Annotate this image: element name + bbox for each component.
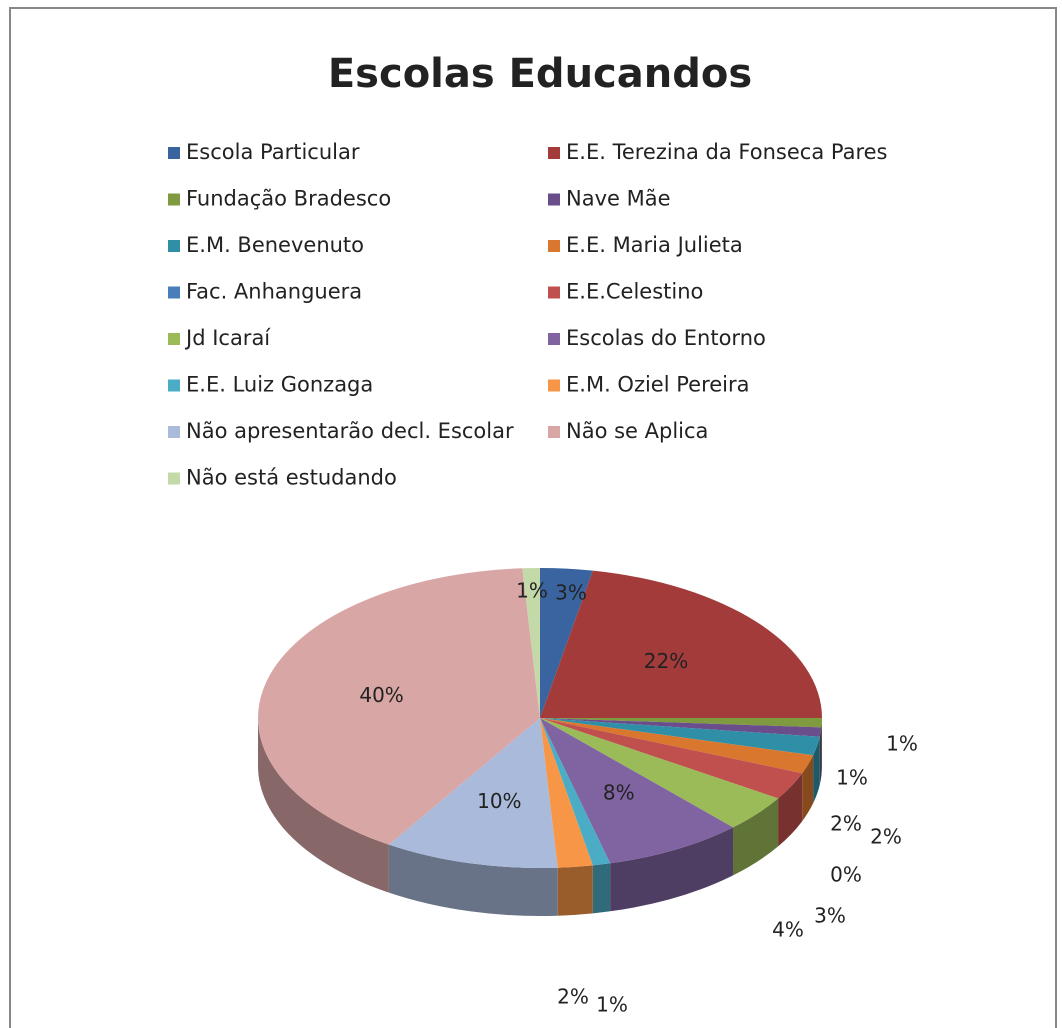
data-label: 2% bbox=[870, 825, 902, 849]
slice bbox=[540, 718, 820, 756]
data-label: 1% bbox=[516, 579, 548, 603]
slice-side bbox=[813, 736, 820, 804]
data-label: 1% bbox=[596, 993, 628, 1017]
slice bbox=[540, 718, 822, 737]
legend-label: Jd Icaraí bbox=[184, 326, 271, 350]
slice-side bbox=[592, 863, 611, 914]
slice bbox=[540, 718, 823, 728]
data-label: 1% bbox=[886, 732, 918, 756]
slice-side bbox=[258, 718, 389, 893]
slice-side bbox=[802, 755, 814, 822]
legend-label: E.M. Benevenuto bbox=[186, 233, 364, 257]
data-label: 0% bbox=[830, 863, 862, 887]
legend-label: Nave Mãe bbox=[566, 187, 671, 211]
legend-label: E.E. Luiz Gonzaga bbox=[186, 373, 373, 397]
slice-side bbox=[733, 798, 779, 876]
data-label: 3% bbox=[555, 581, 587, 605]
slice bbox=[540, 718, 734, 864]
slice bbox=[540, 718, 814, 774]
slice-side bbox=[821, 718, 823, 776]
legend-swatch bbox=[548, 240, 560, 252]
slice bbox=[540, 718, 803, 799]
legend-swatch bbox=[168, 426, 180, 438]
data-label: 40% bbox=[359, 683, 403, 707]
legend-label: Não está estudando bbox=[186, 466, 397, 490]
legend-swatch bbox=[548, 379, 560, 392]
legend-label: E.E. Maria Julieta bbox=[566, 233, 743, 257]
legend-label: Escola Particular bbox=[186, 140, 360, 164]
data-label: 4% bbox=[772, 918, 804, 942]
legend-label: Fac. Anhanguera bbox=[186, 280, 362, 304]
legend-label: E.E. Terezina da Fonseca Pares bbox=[566, 140, 887, 164]
legend-swatch bbox=[548, 333, 560, 345]
legend-label: Fundação Bradesco bbox=[186, 187, 391, 211]
legend-swatch bbox=[168, 240, 180, 252]
legend-label: E.E.Celestino bbox=[566, 280, 703, 304]
data-label: 3% bbox=[814, 904, 846, 928]
legend-label: Escolas do Entorno bbox=[566, 326, 766, 350]
slice bbox=[540, 718, 611, 866]
chart-title: Escolas Educandos bbox=[328, 51, 752, 97]
slice bbox=[540, 570, 822, 718]
legend-swatch bbox=[168, 286, 180, 299]
legend-swatch bbox=[168, 193, 180, 206]
slice bbox=[258, 568, 540, 845]
legend-swatch bbox=[168, 379, 180, 392]
slice bbox=[388, 718, 558, 868]
data-label: 22% bbox=[644, 649, 688, 673]
legend-swatch bbox=[548, 147, 560, 159]
slice bbox=[522, 568, 540, 718]
data-label: 2% bbox=[830, 812, 862, 836]
legend-swatch bbox=[168, 147, 180, 159]
legend-swatch bbox=[548, 286, 560, 299]
slice bbox=[540, 568, 593, 718]
slice-side bbox=[778, 773, 803, 847]
legend-label: Não apresentarão decl. Escolar bbox=[186, 419, 514, 443]
slice bbox=[540, 718, 593, 868]
data-label: 2% bbox=[557, 985, 589, 1009]
data-label: 10% bbox=[477, 789, 521, 813]
data-label: 8% bbox=[603, 781, 635, 805]
slice bbox=[540, 718, 779, 828]
slice-side bbox=[610, 827, 734, 912]
slice-side bbox=[819, 727, 822, 785]
legend-label: Não se Aplica bbox=[566, 419, 708, 443]
legend-swatch bbox=[548, 426, 560, 438]
legend-label: E.M. Oziel Pereira bbox=[566, 373, 750, 397]
data-label: 1% bbox=[836, 766, 868, 790]
slice-side bbox=[557, 865, 593, 916]
legend-swatch bbox=[168, 472, 180, 485]
slice-side bbox=[388, 844, 558, 916]
legend-swatch bbox=[548, 193, 560, 206]
legend-swatch bbox=[168, 333, 180, 345]
